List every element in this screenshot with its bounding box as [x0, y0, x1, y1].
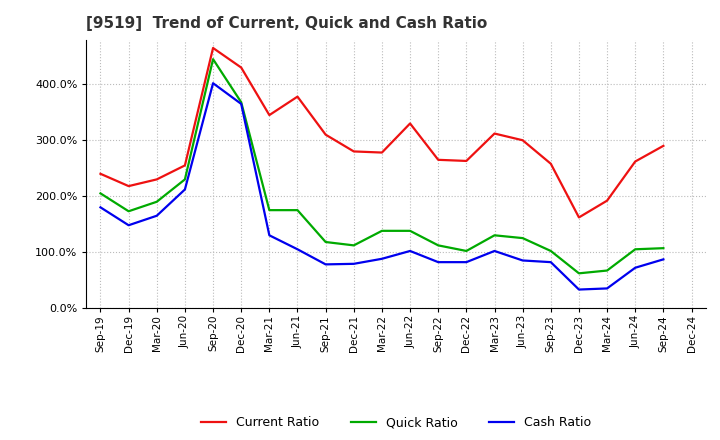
Current Ratio — [153, 177, 161, 182]
Quick Ratio — [209, 56, 217, 62]
Cash Ratio — [209, 81, 217, 86]
Current Ratio — [181, 163, 189, 168]
Current Ratio — [518, 138, 527, 143]
Current Ratio — [631, 159, 639, 164]
Cash Ratio — [631, 265, 639, 270]
Legend: Current Ratio, Quick Ratio, Cash Ratio: Current Ratio, Quick Ratio, Cash Ratio — [202, 416, 590, 429]
Current Ratio — [237, 65, 246, 70]
Line: Cash Ratio: Cash Ratio — [101, 83, 663, 290]
Current Ratio — [377, 150, 386, 155]
Quick Ratio — [321, 239, 330, 245]
Quick Ratio — [377, 228, 386, 234]
Cash Ratio — [518, 258, 527, 263]
Current Ratio — [406, 121, 415, 126]
Cash Ratio — [659, 257, 667, 262]
Cash Ratio — [237, 101, 246, 106]
Current Ratio — [293, 94, 302, 99]
Cash Ratio — [293, 247, 302, 252]
Quick Ratio — [546, 248, 555, 253]
Text: [9519]  Trend of Current, Quick and Cash Ratio: [9519] Trend of Current, Quick and Cash … — [86, 16, 487, 32]
Cash Ratio — [96, 205, 105, 210]
Current Ratio — [265, 113, 274, 118]
Cash Ratio — [349, 261, 358, 267]
Quick Ratio — [125, 209, 133, 214]
Current Ratio — [659, 143, 667, 148]
Quick Ratio — [293, 208, 302, 213]
Quick Ratio — [153, 199, 161, 205]
Cash Ratio — [462, 260, 471, 265]
Quick Ratio — [349, 243, 358, 248]
Quick Ratio — [406, 228, 415, 234]
Quick Ratio — [490, 233, 499, 238]
Quick Ratio — [265, 208, 274, 213]
Cash Ratio — [546, 260, 555, 265]
Cash Ratio — [321, 262, 330, 267]
Current Ratio — [209, 45, 217, 51]
Current Ratio — [321, 132, 330, 137]
Quick Ratio — [237, 99, 246, 105]
Current Ratio — [575, 215, 583, 220]
Current Ratio — [349, 149, 358, 154]
Quick Ratio — [181, 177, 189, 182]
Cash Ratio — [406, 248, 415, 253]
Current Ratio — [546, 161, 555, 166]
Current Ratio — [462, 158, 471, 164]
Cash Ratio — [181, 187, 189, 192]
Line: Quick Ratio: Quick Ratio — [101, 59, 663, 273]
Cash Ratio — [490, 248, 499, 253]
Cash Ratio — [265, 233, 274, 238]
Quick Ratio — [575, 271, 583, 276]
Quick Ratio — [659, 246, 667, 251]
Quick Ratio — [518, 235, 527, 241]
Quick Ratio — [434, 243, 443, 248]
Cash Ratio — [603, 286, 611, 291]
Quick Ratio — [96, 191, 105, 196]
Quick Ratio — [631, 247, 639, 252]
Quick Ratio — [462, 248, 471, 253]
Cash Ratio — [153, 213, 161, 218]
Current Ratio — [96, 171, 105, 176]
Current Ratio — [603, 198, 611, 203]
Quick Ratio — [603, 268, 611, 273]
Cash Ratio — [575, 287, 583, 292]
Line: Current Ratio: Current Ratio — [101, 48, 663, 217]
Current Ratio — [434, 157, 443, 162]
Cash Ratio — [377, 256, 386, 261]
Cash Ratio — [125, 223, 133, 228]
Cash Ratio — [434, 260, 443, 265]
Current Ratio — [490, 131, 499, 136]
Current Ratio — [125, 183, 133, 189]
